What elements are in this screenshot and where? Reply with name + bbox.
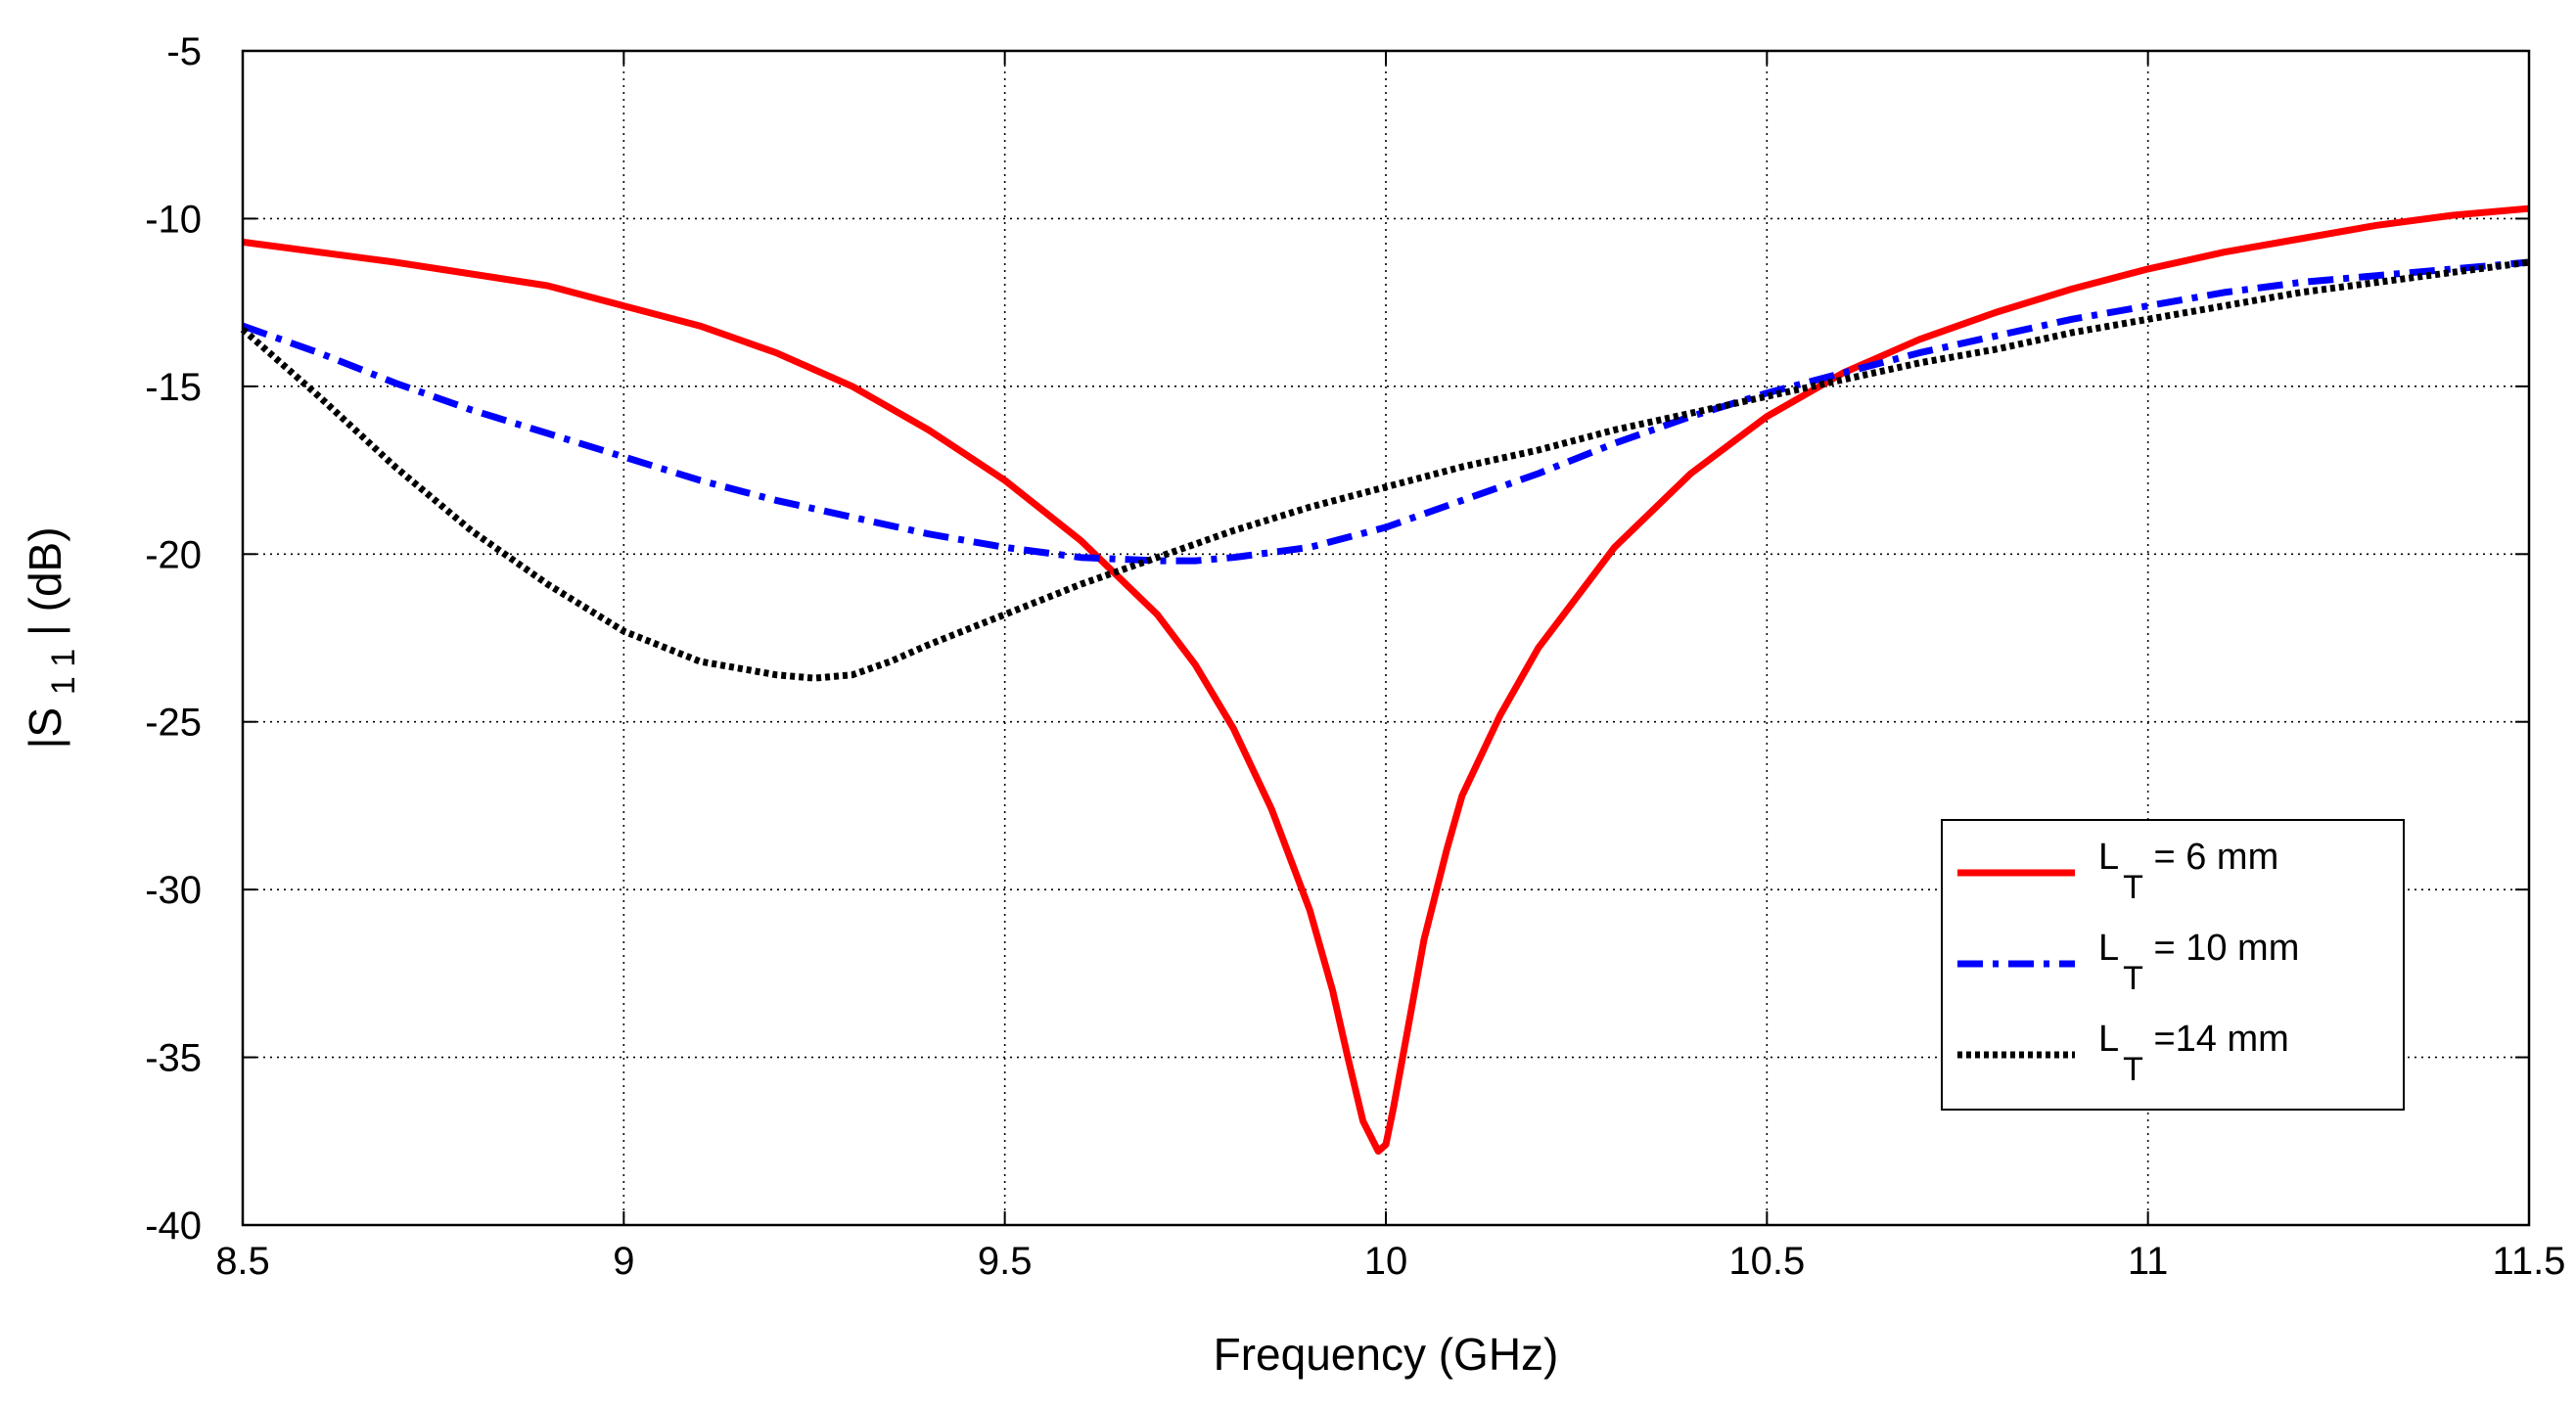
x-axis-label: Frequency (GHz) <box>1214 1329 1559 1380</box>
series-line-1 <box>242 205 2530 1156</box>
x-tick-label: 10.5 <box>1728 1240 1805 1283</box>
series-line-3 <box>240 258 2530 682</box>
y-tick-label: -35 <box>145 1037 202 1080</box>
x-tick-label: 10 <box>1364 1240 1408 1283</box>
legend-item-3: LT =14 mm <box>1957 1019 2289 1088</box>
x-axis-ticks: 8.5 9 9.5 10 10.5 11 11.5 <box>215 51 2565 1283</box>
legend-label: LT = 6 mm <box>2098 837 2278 906</box>
y-axis-label-main: |S <box>20 707 70 750</box>
legend-label: LT =14 mm <box>2098 1019 2289 1088</box>
series-group <box>240 205 2530 1156</box>
y-tick-label: -20 <box>145 533 202 576</box>
y-axis-label: |S 1 1 | (dB) <box>20 526 84 749</box>
y-tick-label: -5 <box>166 30 202 73</box>
x-tick-label: 11.5 <box>2493 1240 2566 1283</box>
y-axis-label-unit: | (dB) <box>20 526 70 636</box>
legend-box <box>1941 819 2405 1111</box>
x-tick-label: 11 <box>2128 1240 2169 1283</box>
legend-label: LT = 10 mm <box>2098 928 2299 997</box>
y-axis-label-subscript: 1 1 <box>45 649 82 695</box>
legend: LT = 6 mm LT = 10 mm LT =14 mm <box>1941 819 2405 1111</box>
x-tick-label: 8.5 <box>215 1240 270 1283</box>
y-axis-ticks: -40 -35 -30 -25 -20 -15 -10 -5 <box>145 30 2529 1248</box>
legend-item-1: LT = 6 mm <box>1957 837 2278 906</box>
y-tick-label: -25 <box>145 702 202 745</box>
y-tick-label: -15 <box>145 366 202 409</box>
y-tick-label: -40 <box>145 1204 202 1248</box>
x-tick-label: 9 <box>613 1240 634 1283</box>
series-line-2 <box>241 258 2530 565</box>
y-tick-label: -10 <box>145 198 202 241</box>
y-tick-label: -30 <box>145 869 202 912</box>
x-tick-label: 9.5 <box>978 1240 1033 1283</box>
legend-item-2: LT = 10 mm <box>1957 928 2299 997</box>
